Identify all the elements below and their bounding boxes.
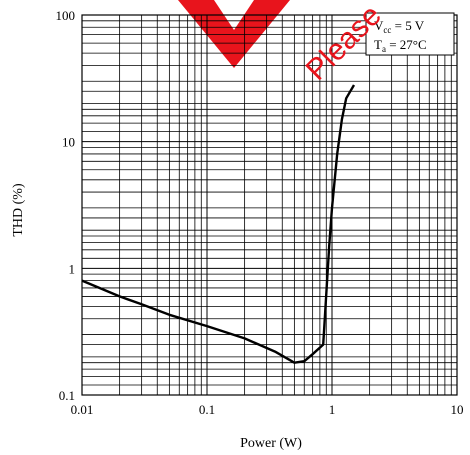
x-tick-label: 0.01: [71, 402, 94, 417]
y-tick-label: 1: [69, 261, 76, 276]
legend-vcc: Vcc = 5 V: [374, 18, 425, 35]
y-axis-label: THD (%): [11, 183, 26, 237]
legend-box: [365, 12, 455, 56]
y-tick-label: 100: [56, 8, 76, 23]
grid: [81, 15, 457, 396]
legend-ta: Ta = 27°C: [374, 37, 427, 54]
plot-frame: [81, 14, 458, 396]
x-tick-label: 0.1: [199, 402, 215, 417]
x-axis-label: Power (W): [240, 436, 302, 451]
x-tick-label: 10: [451, 402, 464, 417]
series-line-thd: [81, 84, 356, 364]
y-tick-label: 0.1: [59, 388, 75, 403]
y-tick-label: 10: [62, 135, 75, 150]
watermark-check-mark-icon: [178, 0, 290, 68]
x-tick-label: 1: [329, 402, 336, 417]
